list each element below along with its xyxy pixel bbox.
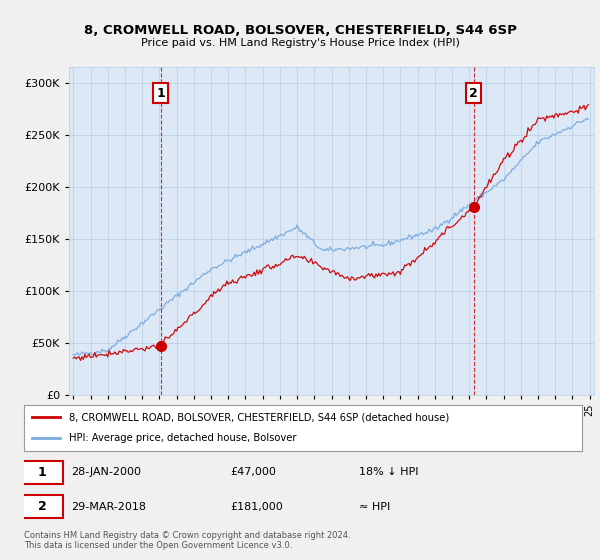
- Text: 8, CROMWELL ROAD, BOLSOVER, CHESTERFIELD, S44 6SP (detached house): 8, CROMWELL ROAD, BOLSOVER, CHESTERFIELD…: [68, 412, 449, 422]
- Text: 29-MAR-2018: 29-MAR-2018: [71, 502, 146, 511]
- Text: Contains HM Land Registry data © Crown copyright and database right 2024.
This d: Contains HM Land Registry data © Crown c…: [24, 531, 350, 550]
- Text: 1: 1: [38, 466, 47, 479]
- Text: £181,000: £181,000: [230, 502, 283, 511]
- FancyBboxPatch shape: [21, 461, 63, 484]
- Text: 2: 2: [469, 87, 478, 100]
- Text: ≈ HPI: ≈ HPI: [359, 502, 390, 511]
- Text: Price paid vs. HM Land Registry's House Price Index (HPI): Price paid vs. HM Land Registry's House …: [140, 38, 460, 48]
- Text: 2: 2: [38, 500, 47, 513]
- Text: HPI: Average price, detached house, Bolsover: HPI: Average price, detached house, Bols…: [68, 433, 296, 444]
- Text: £47,000: £47,000: [230, 468, 277, 477]
- Text: 1: 1: [156, 87, 165, 100]
- Text: 18% ↓ HPI: 18% ↓ HPI: [359, 468, 418, 477]
- Text: 8, CROMWELL ROAD, BOLSOVER, CHESTERFIELD, S44 6SP: 8, CROMWELL ROAD, BOLSOVER, CHESTERFIELD…: [83, 24, 517, 36]
- Text: 28-JAN-2000: 28-JAN-2000: [71, 468, 142, 477]
- FancyBboxPatch shape: [21, 495, 63, 518]
